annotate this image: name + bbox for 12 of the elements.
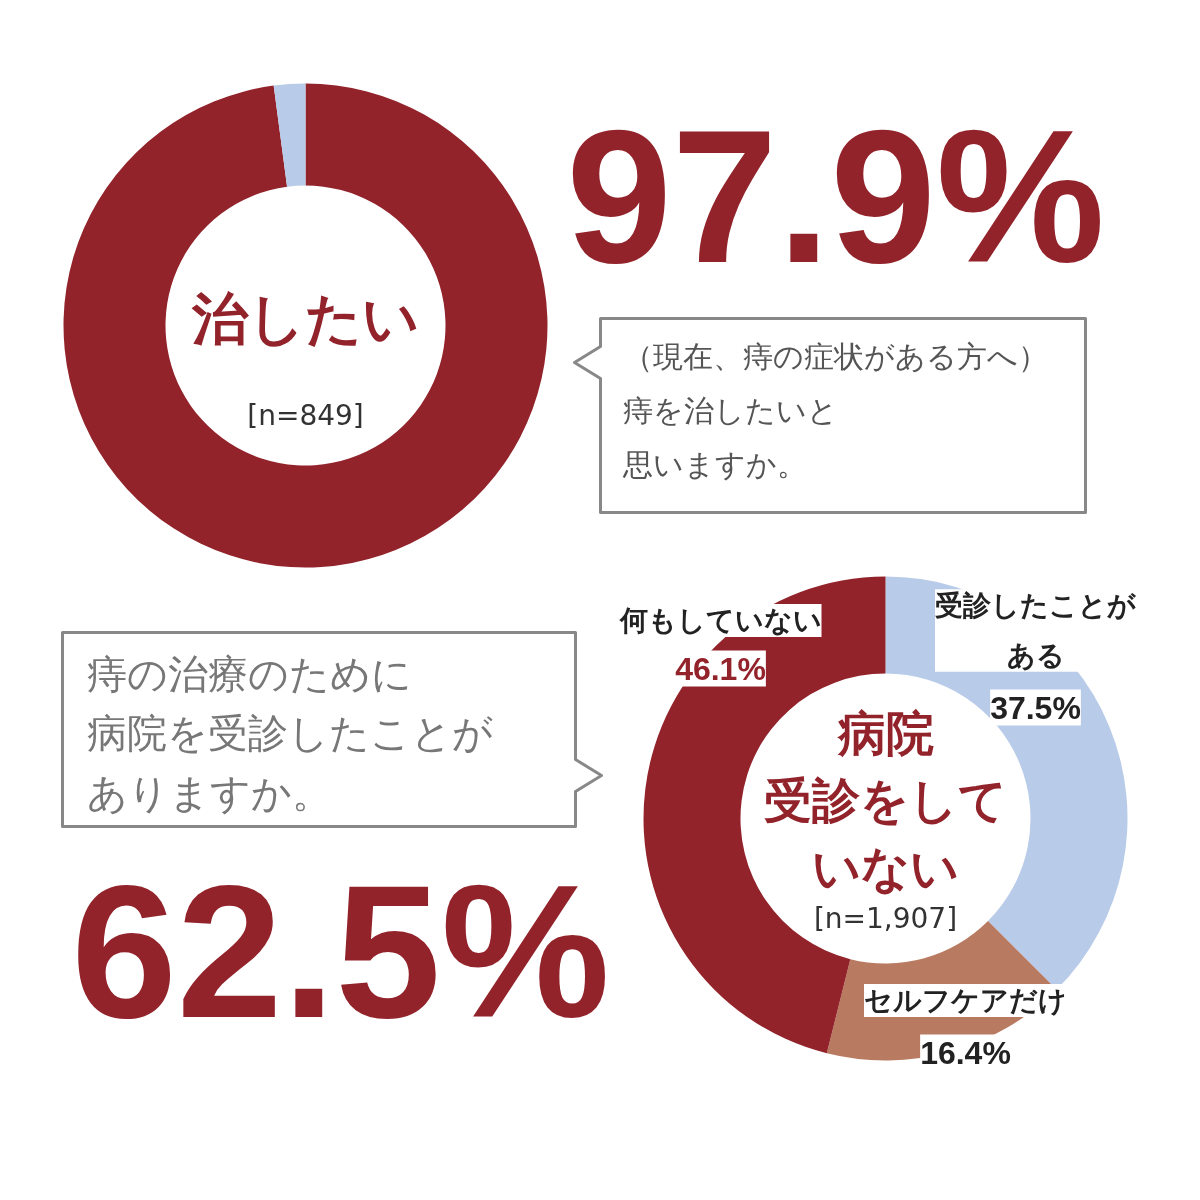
- slice-label: 受診したことがある: [935, 589, 1137, 672]
- text: 痔の治療のために病院を受診したことがありますか。: [86, 650, 493, 817]
- slice-label: 何もしていない: [618, 604, 822, 637]
- data-label: 46.1%: [675, 650, 766, 687]
- data-label: 16.4%: [920, 1034, 1011, 1071]
- text: 62.5%: [71, 844, 610, 1057]
- data-label: 97.9%: [566, 89, 1105, 302]
- text: （現在、痔の症状がある方へ）痔を治したいと思いますか。: [621, 338, 1048, 482]
- text: [n=1,907]: [813, 902, 958, 935]
- slice-label: セルフケアだけ: [864, 984, 1067, 1017]
- text: [n=849]: [247, 399, 364, 432]
- slice-label: 治したい: [191, 286, 419, 351]
